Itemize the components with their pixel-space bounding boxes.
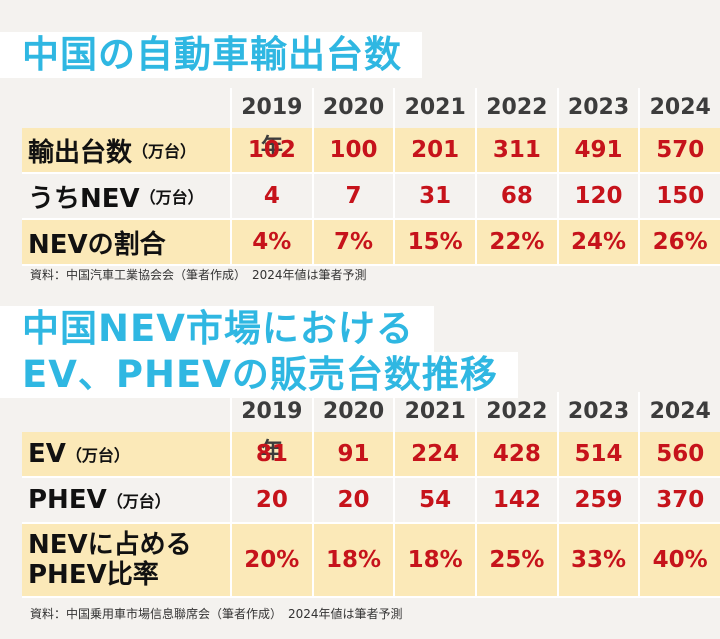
row-label: うちNEV （万台） — [28, 183, 204, 214]
table-cell: 40% — [638, 524, 720, 596]
table-row-nev-share: NEVの割合 4% 7% 15% 22% 24% 26% — [22, 220, 720, 266]
year-header: 2020 — [311, 392, 394, 432]
table-row-nev-units: うちNEV （万台） 4 7 31 68 120 150 — [22, 174, 720, 220]
table-cell: 26% — [638, 220, 720, 264]
table-cell: 224 — [393, 432, 475, 476]
table-cell: 570 — [638, 128, 720, 172]
table-cell: 68 — [475, 174, 557, 218]
year-header: 2019年 — [230, 88, 312, 160]
table-cell: 24% — [556, 220, 639, 264]
table-cell: 102 — [230, 128, 312, 172]
table-row-phev-share: NEVに占める PHEV比率 20% 18% 18% 25% 33% 40% — [22, 524, 720, 598]
table-cell: 491 — [556, 128, 639, 172]
table-cell: 311 — [475, 128, 557, 172]
section2-title-block: 中国NEV市場における EV、PHEVの販売台数推移 — [0, 306, 518, 398]
sales-table: 2019年 2020 2021 2022 2023 2024 EV （万台） 81… — [22, 392, 720, 598]
table-cell: 54 — [393, 478, 475, 522]
year-header: 2024 — [638, 88, 720, 128]
year-header: 2021 — [393, 88, 475, 128]
source-note-2: 資料：中国乗用車市場信息聯席会（筆者作成） 2024年値は筆者予測 — [30, 607, 403, 621]
table-cell: 142 — [475, 478, 557, 522]
table-row-export-units: 輸出台数 （万台） 102 100 201 311 491 570 — [22, 128, 720, 174]
row-label: 輸出台数 （万台） — [28, 137, 197, 168]
section1-title-block: 中国の自動車輸出台数 — [0, 32, 422, 78]
table-cell: 150 — [638, 174, 720, 218]
table-cell: 15% — [393, 220, 475, 264]
table-cell: 428 — [475, 432, 557, 476]
year-header: 2019年 — [230, 392, 312, 464]
table-cell: 20% — [230, 524, 312, 596]
table-cell: 259 — [556, 478, 639, 522]
table-row-phev: PHEV （万台） 20 20 54 142 259 370 — [22, 478, 720, 524]
table-cell: 25% — [475, 524, 557, 596]
table-cell: 4 — [230, 174, 312, 218]
table-cell: 91 — [311, 432, 394, 476]
table-cell: 18% — [393, 524, 475, 596]
sales-table-header: 2019年 2020 2021 2022 2023 2024 — [22, 392, 720, 464]
table-cell: 31 — [393, 174, 475, 218]
table-cell: 201 — [393, 128, 475, 172]
year-header: 2023 — [556, 88, 639, 128]
row-label: NEVに占める PHEV比率 — [28, 530, 192, 590]
table-cell: 560 — [638, 432, 720, 476]
table-cell: 514 — [556, 432, 639, 476]
year-header: 2023 — [556, 392, 639, 432]
table-cell: 22% — [475, 220, 557, 264]
year-header: 2022 — [475, 88, 557, 128]
table-cell: 20 — [230, 478, 312, 522]
table-cell: 120 — [556, 174, 639, 218]
table-cell: 370 — [638, 478, 720, 522]
year-header: 2024 — [638, 392, 720, 432]
table-cell: 4% — [230, 220, 312, 264]
row-label: EV （万台） — [28, 439, 130, 469]
table-cell: 81 — [230, 432, 312, 476]
table-cell: 20 — [311, 478, 394, 522]
table-cell: 33% — [556, 524, 639, 596]
section2-title-line1: 中国NEV市場における — [0, 306, 434, 352]
export-table: 2019年 2020 2021 2022 2023 2024 輸出台数 （万台） … — [22, 88, 720, 266]
year-header: 2020 — [311, 88, 394, 128]
row-label: PHEV （万台） — [28, 485, 171, 515]
year-header: 2021 — [393, 392, 475, 432]
row-label: NEVの割合 — [28, 229, 166, 260]
export-table-header: 2019年 2020 2021 2022 2023 2024 — [22, 88, 720, 160]
table-cell: 7 — [311, 174, 394, 218]
table-cell: 18% — [311, 524, 394, 596]
table-row-ev: EV （万台） 81 91 224 428 514 560 — [22, 432, 720, 478]
table-cell: 7% — [311, 220, 394, 264]
source-note-1: 資料：中国汽車工業協会会（筆者作成） 2024年値は筆者予測 — [30, 268, 367, 282]
section1-title: 中国の自動車輸出台数 — [0, 32, 422, 78]
section2-title-line2: EV、PHEVの販売台数推移 — [0, 352, 518, 398]
table-cell: 100 — [311, 128, 394, 172]
year-header: 2022 — [475, 392, 557, 432]
